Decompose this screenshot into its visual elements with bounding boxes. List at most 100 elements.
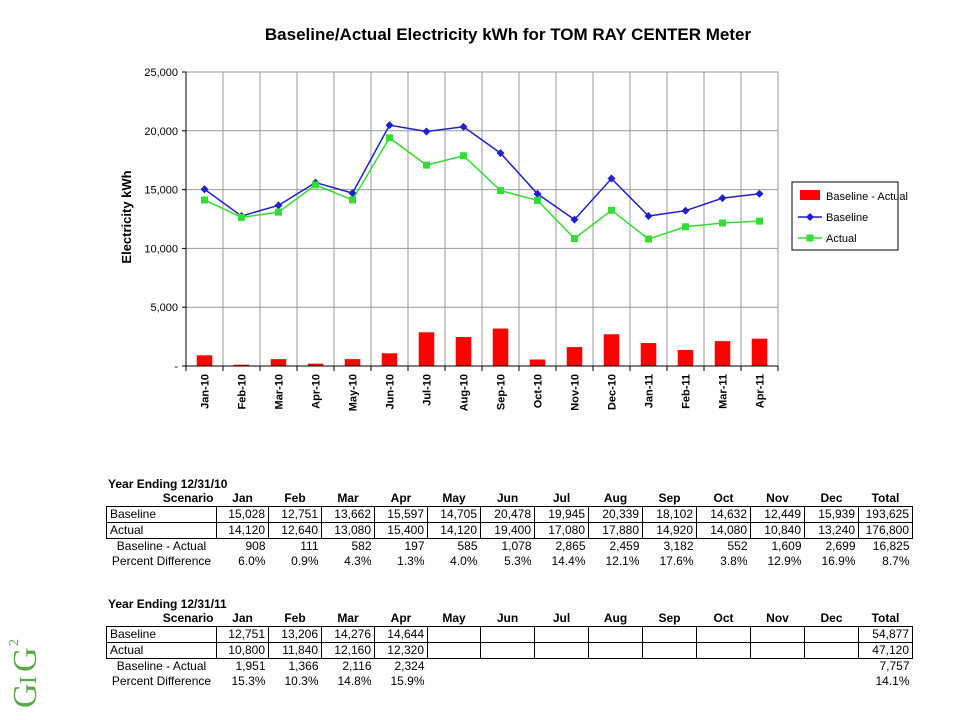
- point-marker: [533, 189, 542, 198]
- table-cell: 19,945: [534, 506, 589, 523]
- table-cell: [427, 642, 481, 659]
- x-tick-label: May-10: [348, 374, 360, 411]
- series-line: [204, 136, 760, 240]
- column-header: Mar: [337, 611, 359, 625]
- table-cell: 14,120: [216, 522, 269, 539]
- bar: [751, 338, 768, 366]
- bar: [677, 349, 694, 366]
- table-cell: [535, 674, 589, 689]
- table-cell: 10,800: [216, 642, 269, 659]
- grid-lines: [185, 71, 779, 367]
- x-tick-label: Mar-11: [718, 374, 730, 409]
- bar: [270, 359, 287, 366]
- table-cell: 2,459: [609, 539, 640, 553]
- column-header: Apr: [390, 491, 412, 505]
- x-tick-label: Dec-10: [607, 374, 619, 410]
- table-row: Baseline 15,028 12,751 13,662 15,597 14,705 20…: [106, 506, 913, 523]
- bar: [233, 364, 250, 366]
- point-marker: [608, 206, 615, 214]
- table-cell: 4.3%: [344, 554, 372, 568]
- point-marker: [719, 219, 726, 227]
- table-row: Actual 14,120 12,640 13,080 15,400 14,120 19,4…: [106, 522, 913, 539]
- table-2010: Year Ending 12/31/10 Scenario Jan Feb Mar Ap…: [106, 477, 913, 569]
- table-cell: 1.3%: [397, 554, 425, 568]
- point-marker: [460, 152, 467, 160]
- column-header: Jun: [496, 611, 519, 625]
- table-row: Baseline - Actual 908 111 582 197 585 1,078 2,8…: [107, 539, 913, 555]
- bar: [344, 359, 361, 366]
- table-cell: [534, 626, 589, 643]
- table-cell: 12,320: [374, 642, 428, 659]
- column-header: Jun: [496, 491, 519, 505]
- point-marker: [755, 189, 764, 198]
- table-cell: [696, 642, 751, 659]
- table-cell: [588, 642, 643, 659]
- table-cell: 12.9%: [767, 554, 802, 568]
- table-row: Baseline 12,751 13,206 14,276 14,644 54,877: [106, 626, 913, 643]
- table-cell: 176,800: [858, 522, 913, 539]
- x-tick-label: Jul-10: [422, 374, 434, 406]
- column-header: Sep: [658, 611, 681, 625]
- bar: [492, 328, 509, 366]
- table-cell: [589, 659, 643, 675]
- table-row: Baseline - Actual 1,951 1,366 2,116 2,324 7,7…: [107, 659, 913, 675]
- y-tick-label: -: [174, 361, 178, 373]
- table-cell: 5.3%: [504, 554, 532, 568]
- point-marker: [275, 208, 282, 216]
- point-marker: [497, 187, 504, 195]
- table-cell: 6.0%: [238, 554, 266, 568]
- point-marker: [718, 194, 727, 203]
- bar: [381, 353, 398, 366]
- table-cell: 17,880: [588, 522, 643, 539]
- table-cell: [589, 674, 643, 689]
- y-tick-label: 15,000: [144, 185, 178, 197]
- table-cell: 10,840: [750, 522, 805, 539]
- point-marker: [571, 235, 578, 243]
- table-cell: 15,597: [374, 506, 428, 523]
- y-tick-label: 10,000: [144, 243, 178, 255]
- column-header: Total: [871, 491, 900, 505]
- table-cell: 17,080: [534, 522, 589, 539]
- table-cell: 15,028: [216, 506, 269, 523]
- table-cell: 11,840: [268, 642, 322, 659]
- table-cell: 18,102: [642, 506, 697, 523]
- column-header: May: [442, 491, 466, 505]
- header-row: Scenario Jan Feb Mar Apr May Jun Jul Aug Sep Oct No…: [107, 491, 913, 507]
- table-cell: [750, 642, 805, 659]
- bar: [418, 332, 435, 366]
- column-header: Nov: [766, 611, 789, 625]
- column-header: Scenario: [162, 491, 214, 505]
- column-header: Jul: [552, 491, 571, 505]
- table-cell: [428, 674, 481, 689]
- column-header: Dec: [820, 491, 843, 505]
- table-cell: 3.8%: [720, 554, 748, 568]
- bar-series: [196, 328, 768, 366]
- x-tick-label: Feb-10: [237, 374, 249, 409]
- point-marker: [238, 213, 245, 221]
- table-cell: 585: [457, 539, 478, 553]
- x-tick-label: Nov-10: [570, 374, 582, 411]
- x-tick-label: Oct-10: [533, 374, 545, 408]
- bar: [455, 337, 472, 366]
- point-marker: [645, 235, 652, 243]
- row-label: Percent Difference: [111, 674, 212, 688]
- table-cell: 12,449: [750, 506, 805, 523]
- point-marker: [385, 121, 394, 130]
- series-line: [204, 124, 760, 221]
- column-header: Aug: [603, 491, 628, 505]
- table-cell: 908: [245, 539, 266, 553]
- bar: [196, 355, 213, 366]
- point-marker: [756, 217, 763, 225]
- point-marker: [644, 212, 653, 221]
- table-cell: 14,705: [427, 506, 481, 523]
- table-cell: 10.3%: [284, 674, 319, 688]
- table-cell: 2,324: [394, 659, 425, 673]
- table-cell: [428, 659, 481, 675]
- x-tick-label: Apr-11: [755, 374, 767, 408]
- table-cell: 0.9%: [291, 554, 319, 568]
- point-marker: [349, 196, 356, 204]
- y-tick-label: 5,000: [150, 302, 178, 314]
- column-header: Feb: [284, 611, 306, 625]
- table-cell: 2,116: [342, 659, 372, 673]
- point-marker: [459, 122, 468, 131]
